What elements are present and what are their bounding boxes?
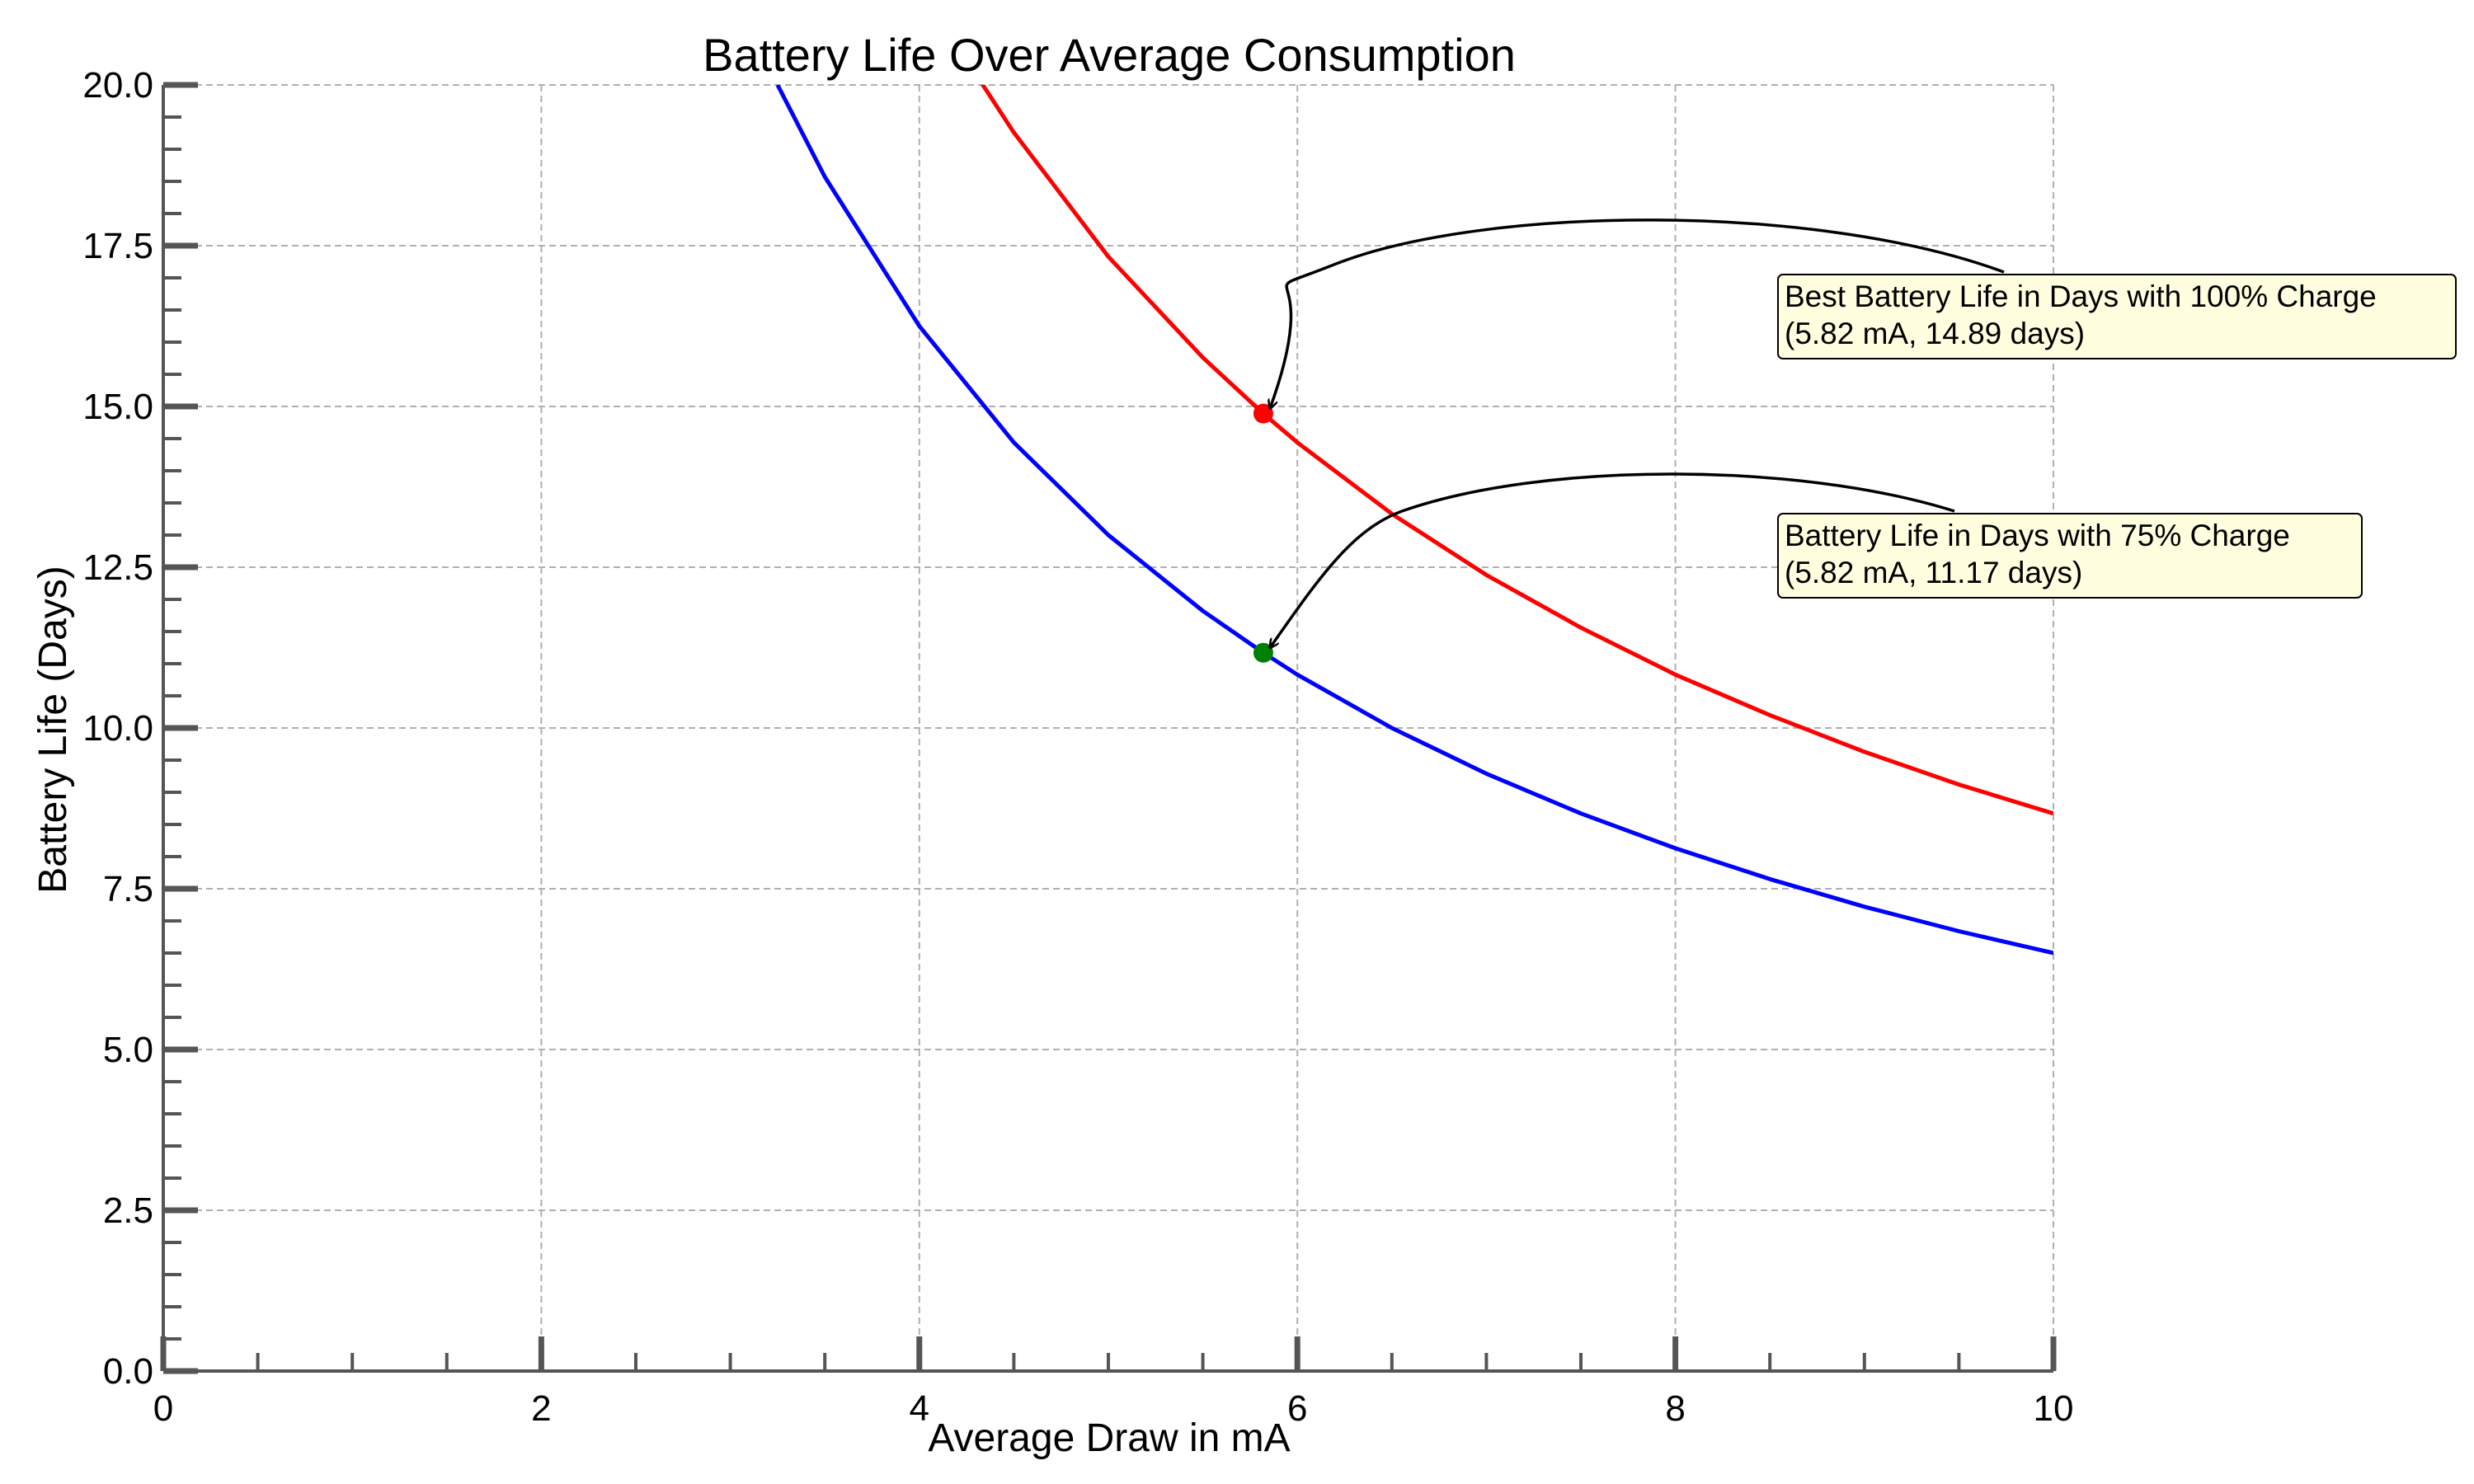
annotation-2-arrow xyxy=(1270,472,1955,648)
annotation-1-arrow xyxy=(1270,218,2005,409)
y-tick-label: 5.0 xyxy=(103,1030,153,1070)
y-tick-label: 12.5 xyxy=(82,547,153,588)
annotation-1-line1: Best Battery Life in Days with 100% Char… xyxy=(1785,279,2377,313)
y-tick-label: 7.5 xyxy=(103,869,153,909)
x-axis-label: Average Draw in mA xyxy=(928,1416,1290,1460)
annotation-1-box xyxy=(1777,274,2457,359)
axes xyxy=(160,82,2057,1374)
y-tick-label: 15.0 xyxy=(82,387,153,427)
x-tick-label: 0 xyxy=(153,1388,173,1429)
y-tick-label: 10.0 xyxy=(82,708,153,749)
highlight-points xyxy=(1253,403,1273,663)
grid xyxy=(163,84,2054,1371)
annotation-2-line1: Battery Life in Days with 75% Charge xyxy=(1785,519,2290,552)
x-tick-label: 10 xyxy=(2034,1388,2074,1429)
series-line-1 xyxy=(980,85,2053,816)
annotation-1-line2: (5.82 mA, 14.89 days) xyxy=(1785,317,2085,350)
y-tick-label: 17.5 xyxy=(82,226,153,266)
chart-title: Battery Life Over Average Consumption xyxy=(703,29,1516,81)
annotation-2-line2: (5.82 mA, 11.17 days) xyxy=(1785,556,2082,589)
y-tick-label: 20.0 xyxy=(82,65,153,106)
series-layer xyxy=(775,85,2053,956)
y-tick-label: 0.0 xyxy=(103,1351,153,1392)
x-tick-label: 2 xyxy=(531,1388,551,1429)
annotation-1: Best Battery Life in Days with 100% Char… xyxy=(1270,218,2457,409)
series-line-2 xyxy=(775,85,2053,956)
tick-labels: 0 2 4 6 8 10 0.0 2.5 5.0 7.5 10.0 12.5 15.0 17.5 20.0 xyxy=(82,65,2073,1429)
annotation-2: Battery Life in Days with 75% Charge (5.… xyxy=(1270,472,2363,648)
x-tick-label: 4 xyxy=(910,1388,929,1429)
y-axis-label: Battery Life (Days) xyxy=(31,566,75,893)
x-tick-label: 6 xyxy=(1287,1388,1307,1429)
x-tick-label: 8 xyxy=(1665,1388,1685,1429)
annotations: Best Battery Life in Days with 100% Char… xyxy=(1270,218,2457,648)
y-tick-label: 2.5 xyxy=(103,1190,153,1231)
annotation-2-box xyxy=(1777,513,2363,599)
